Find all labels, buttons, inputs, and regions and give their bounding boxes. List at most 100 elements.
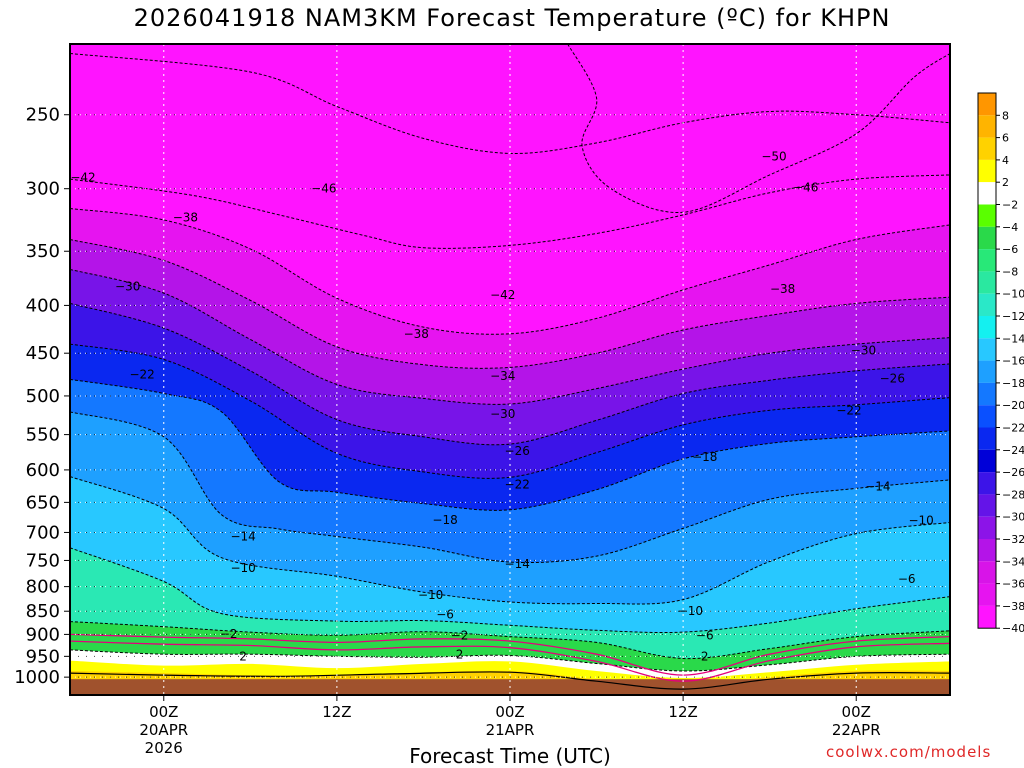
colorbar-label: −38: [1002, 600, 1024, 613]
colorbar-swatch: [978, 293, 996, 316]
chart-title: 2026041918 NAM3KM Forecast Temperature (…: [133, 4, 891, 32]
y-tick-label: 450: [26, 343, 60, 364]
contour-label: −30: [851, 343, 876, 357]
colorbar-label: −20: [1002, 399, 1024, 412]
contour-label: −10: [908, 514, 933, 528]
contour-label: −50: [761, 149, 786, 163]
isotherm-solid-warm: [70, 671, 950, 690]
colorbar-swatch: [978, 382, 996, 406]
contour-label: 2: [701, 649, 709, 663]
contour-label: −42: [490, 288, 515, 302]
contour-label: −38: [404, 327, 429, 341]
contour-label: −10: [230, 561, 255, 575]
colorbar-swatch: [978, 93, 996, 116]
y-tick-label: 700: [26, 522, 60, 543]
colorbar-swatch: [978, 472, 996, 495]
contour-label: −22: [505, 478, 530, 492]
colorbar-swatch: [978, 271, 996, 294]
contour-label: 2: [456, 648, 464, 662]
colorbar-label: −28: [1002, 488, 1024, 501]
x-tick-label: 22APR: [832, 721, 881, 739]
contour-label: −18: [692, 450, 717, 464]
contour-label: −6: [436, 608, 454, 622]
contour-label: −18: [432, 513, 457, 527]
colorbar-swatch: [978, 226, 996, 250]
colorbar-label: 8: [1002, 109, 1009, 122]
colorbar: 8 6 4 2 −2 −4 −6 −8 −10 −12 −14 −16 −18 −20 −22 −24 −26 −…: [977, 92, 1024, 635]
contour-label: 2: [239, 649, 247, 663]
colorbar-swatch: [978, 516, 996, 539]
y-tick-label: 900: [26, 624, 60, 645]
colorbar-swatch: [978, 249, 996, 272]
y-tick-label: 850: [26, 601, 60, 622]
colorbar-swatch: [978, 115, 996, 138]
isotherm--50: [567, 44, 950, 213]
colorbar-label: −24: [1002, 444, 1024, 457]
zero-isotherm-upper: [70, 633, 950, 676]
colorbar-label: −2: [1002, 199, 1018, 212]
contour-label: −42: [70, 171, 95, 185]
contour-label: −46: [793, 180, 818, 194]
colorbar-swatch: [978, 449, 996, 473]
colorbar-label: −18: [1002, 377, 1024, 390]
y-tick-label: 550: [26, 425, 60, 446]
x-tick-label: 20APR: [139, 721, 188, 739]
isotherm-2: [70, 649, 950, 672]
colorbar-swatch: [978, 137, 996, 160]
isotherm--10: [70, 476, 950, 605]
grid-lines: [70, 44, 950, 695]
colorbar-label: −16: [1002, 355, 1024, 368]
colorbar-label: −6: [1002, 243, 1018, 256]
x-axis-title: Forecast Time (UTC): [409, 744, 611, 768]
colorbar-label: −34: [1002, 555, 1024, 568]
colorbar-swatch: [978, 316, 996, 339]
y-axis: 2503003504004505005506006507007508008509…: [14, 105, 70, 688]
y-tick-label: 750: [26, 550, 60, 571]
contour-label: −30: [490, 407, 515, 421]
colorbar-swatch: [978, 182, 996, 205]
isotherm--26: [70, 302, 950, 446]
contour-label: −22: [836, 403, 861, 417]
contour-label: −14: [230, 529, 255, 543]
isotherm--42: [70, 174, 950, 249]
colorbar-label: −12: [1002, 310, 1024, 323]
colorbar-swatch: [978, 583, 996, 606]
x-tick-label: 00Z: [495, 703, 524, 721]
colorbar-swatch: [978, 494, 996, 517]
isotherm--2: [70, 621, 950, 660]
contour-label: −22: [129, 367, 154, 381]
x-tick-label: 00Z: [842, 703, 871, 721]
isotherm--34: [70, 239, 950, 369]
contour-label: −6: [898, 572, 916, 586]
x-tick-label: 12Z: [322, 703, 351, 721]
contour-label: −38: [770, 282, 795, 296]
colorbar-label: −40: [1002, 622, 1024, 635]
contour-label: −26: [880, 372, 905, 386]
contour-label: −2: [220, 627, 238, 641]
y-tick-label: 500: [26, 386, 60, 407]
y-tick-label: 300: [26, 179, 60, 200]
colorbar-swatch: [978, 204, 996, 227]
colorbar-label: −26: [1002, 466, 1024, 479]
x-tick-label: 00Z: [149, 703, 178, 721]
contour-label: −30: [115, 280, 140, 294]
colorbar-label: −36: [1002, 578, 1024, 591]
colorbar-swatch: [978, 338, 996, 361]
colorbar-label: −30: [1002, 511, 1024, 524]
contour-label: −2: [451, 629, 469, 643]
isotherm-lines: [70, 44, 950, 690]
y-tick-label: 800: [26, 577, 60, 598]
colorbar-label: −32: [1002, 533, 1024, 546]
contour-labels: −42−46−50−46−38−30−42 −38−38−22 −34−30−26−…: [70, 149, 933, 663]
colorbar-swatch: [978, 427, 996, 450]
colorbar-label: −22: [1002, 422, 1024, 435]
contour-label: −26: [505, 444, 530, 458]
colorbar-label: −8: [1002, 265, 1018, 278]
contour-label: −10: [678, 604, 703, 618]
contour-label: −34: [490, 369, 515, 383]
colorbar-label: −14: [1002, 332, 1024, 345]
colorbar-swatch: [978, 539, 996, 562]
contour-label: −10: [418, 588, 443, 602]
y-tick-label: 400: [26, 295, 60, 316]
